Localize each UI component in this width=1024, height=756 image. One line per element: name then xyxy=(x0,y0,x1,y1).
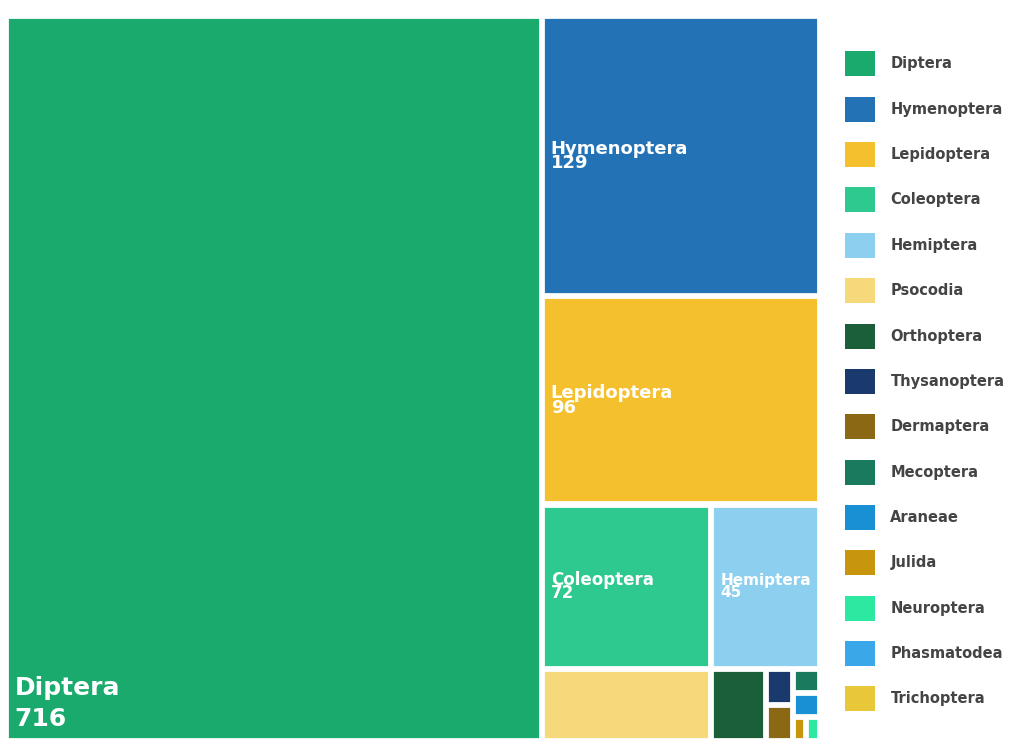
FancyBboxPatch shape xyxy=(845,641,876,666)
FancyBboxPatch shape xyxy=(712,506,818,667)
FancyBboxPatch shape xyxy=(845,233,876,258)
FancyBboxPatch shape xyxy=(767,670,792,703)
Text: Phasmatodea: Phasmatodea xyxy=(891,646,1002,661)
Text: Lepidoptera: Lepidoptera xyxy=(891,147,990,162)
Text: Lepidoptera: Lepidoptera xyxy=(551,384,673,402)
Text: Coleoptera: Coleoptera xyxy=(891,193,981,207)
FancyBboxPatch shape xyxy=(845,369,876,394)
Text: Mecoptera: Mecoptera xyxy=(891,465,978,479)
FancyBboxPatch shape xyxy=(794,718,805,739)
Text: Trichoptera: Trichoptera xyxy=(891,692,985,706)
Text: 129: 129 xyxy=(551,154,588,172)
FancyBboxPatch shape xyxy=(767,706,792,739)
Text: 96: 96 xyxy=(551,398,575,417)
Text: Neuroptera: Neuroptera xyxy=(891,601,985,615)
Text: Julida: Julida xyxy=(891,556,937,570)
FancyBboxPatch shape xyxy=(845,51,876,76)
FancyBboxPatch shape xyxy=(794,694,818,715)
FancyBboxPatch shape xyxy=(712,670,765,739)
FancyBboxPatch shape xyxy=(845,505,876,530)
FancyBboxPatch shape xyxy=(845,686,876,711)
Text: Psocodia: Psocodia xyxy=(891,284,964,298)
FancyBboxPatch shape xyxy=(845,596,876,621)
FancyBboxPatch shape xyxy=(794,670,818,691)
FancyBboxPatch shape xyxy=(807,718,818,739)
Text: Hymenoptera: Hymenoptera xyxy=(891,102,1002,116)
Text: 45: 45 xyxy=(721,585,741,600)
FancyBboxPatch shape xyxy=(845,142,876,167)
FancyBboxPatch shape xyxy=(845,97,876,122)
Text: Araneae: Araneae xyxy=(891,510,959,525)
FancyBboxPatch shape xyxy=(6,17,540,739)
Text: Dermaptera: Dermaptera xyxy=(891,420,989,434)
FancyBboxPatch shape xyxy=(543,670,710,739)
Text: Hemiptera: Hemiptera xyxy=(721,573,811,588)
FancyBboxPatch shape xyxy=(845,278,876,303)
Text: Hymenoptera: Hymenoptera xyxy=(551,140,688,158)
FancyBboxPatch shape xyxy=(845,414,876,439)
Text: 716: 716 xyxy=(14,707,67,731)
FancyBboxPatch shape xyxy=(845,550,876,575)
FancyBboxPatch shape xyxy=(543,17,818,294)
Text: Diptera: Diptera xyxy=(14,677,120,701)
Text: Coleoptera: Coleoptera xyxy=(551,571,653,589)
Text: Diptera: Diptera xyxy=(891,57,952,71)
Text: Orthoptera: Orthoptera xyxy=(891,329,983,343)
FancyBboxPatch shape xyxy=(845,324,876,349)
FancyBboxPatch shape xyxy=(845,187,876,212)
FancyBboxPatch shape xyxy=(543,506,710,667)
Text: Hemiptera: Hemiptera xyxy=(891,238,978,253)
Text: 72: 72 xyxy=(551,584,574,603)
FancyBboxPatch shape xyxy=(543,297,818,503)
FancyBboxPatch shape xyxy=(845,460,876,485)
Text: Thysanoptera: Thysanoptera xyxy=(891,374,1005,389)
